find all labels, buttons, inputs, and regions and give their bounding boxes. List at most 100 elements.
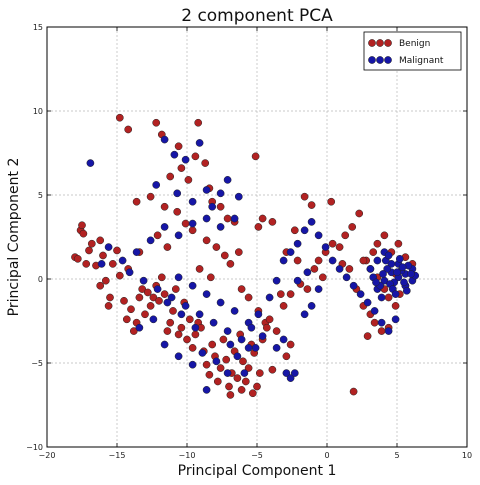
point-malignant xyxy=(377,293,386,302)
legend: Benign Malignant xyxy=(363,31,462,71)
point-malignant xyxy=(400,278,408,287)
point-malignant xyxy=(373,256,382,265)
point-benign xyxy=(132,197,141,206)
point-malignant xyxy=(160,223,169,231)
point-malignant xyxy=(118,256,127,265)
point-malignant xyxy=(202,186,211,194)
point-malignant xyxy=(300,310,309,319)
point-malignant xyxy=(307,218,316,226)
point-malignant xyxy=(391,290,400,298)
point-malignant xyxy=(328,256,337,265)
point-malignant xyxy=(139,276,148,285)
point-malignant xyxy=(174,231,183,240)
chart-title: 2 component PCA xyxy=(181,6,333,26)
point-malignant xyxy=(149,315,158,324)
point-benign xyxy=(276,290,285,298)
point-malignant xyxy=(173,189,182,198)
y-tick-label: 5 xyxy=(38,191,43,200)
point-malignant xyxy=(293,239,302,248)
point-malignant xyxy=(152,181,161,189)
point-malignant xyxy=(372,278,380,287)
point-malignant xyxy=(216,189,225,198)
point-benign xyxy=(255,369,264,377)
point-benign xyxy=(163,327,172,335)
point-benign xyxy=(106,293,114,302)
point-benign xyxy=(318,273,327,282)
point-benign xyxy=(335,243,344,251)
point-malignant xyxy=(195,139,204,147)
point-malignant xyxy=(202,386,211,394)
point-benign xyxy=(244,364,253,372)
point-malignant xyxy=(125,268,134,277)
point-malignant xyxy=(230,214,239,223)
point-benign xyxy=(166,172,175,181)
point-benign xyxy=(96,281,105,290)
x-tick-label: −10 xyxy=(179,451,196,460)
x-tick-label: 5 xyxy=(394,451,399,460)
point-malignant xyxy=(216,223,225,231)
point-malignant xyxy=(349,281,358,290)
point-malignant xyxy=(290,369,299,377)
point-malignant xyxy=(279,335,288,344)
point-benign xyxy=(149,293,158,302)
series-malignant xyxy=(86,135,420,394)
point-benign xyxy=(101,276,110,285)
point-malignant xyxy=(195,310,204,319)
point-benign xyxy=(113,246,121,255)
y-axis-label: Principal Component 2 xyxy=(6,158,22,317)
point-benign xyxy=(141,310,149,319)
point-malignant xyxy=(300,226,309,235)
y-tick-label: 15 xyxy=(33,23,43,32)
data-points xyxy=(71,113,420,399)
point-malignant xyxy=(181,302,190,310)
point-benign xyxy=(370,318,379,327)
point-benign xyxy=(194,118,203,127)
point-malignant xyxy=(188,360,197,369)
point-benign xyxy=(279,302,288,310)
point-malignant xyxy=(209,318,218,327)
point-malignant xyxy=(160,340,169,349)
point-benign xyxy=(124,125,133,134)
point-malignant xyxy=(223,176,232,184)
point-benign xyxy=(155,296,163,305)
point-malignant xyxy=(377,318,386,327)
point-benign xyxy=(303,285,312,293)
point-malignant xyxy=(258,332,267,340)
point-malignant xyxy=(135,323,144,332)
point-malignant xyxy=(391,315,400,324)
point-malignant xyxy=(286,248,295,256)
point-malignant xyxy=(251,344,260,352)
point-benign xyxy=(328,239,337,248)
legend-label-benign: Benign xyxy=(399,39,430,49)
point-benign xyxy=(239,357,247,366)
point-benign xyxy=(138,285,147,293)
y-tick-label: −10 xyxy=(26,443,43,452)
point-malignant xyxy=(402,286,411,295)
point-malignant xyxy=(216,298,225,307)
point-benign xyxy=(87,239,96,248)
point-benign xyxy=(213,377,222,386)
point-benign xyxy=(394,239,403,248)
point-malignant xyxy=(247,323,256,332)
point-benign xyxy=(234,248,243,256)
point-benign xyxy=(208,340,217,349)
point-malignant xyxy=(177,310,186,319)
point-malignant xyxy=(254,310,263,319)
point-benign xyxy=(327,197,336,206)
point-benign xyxy=(348,223,357,231)
point-benign xyxy=(373,239,382,248)
x-tick-label: −5 xyxy=(251,451,263,460)
point-benign xyxy=(79,229,88,238)
point-benign xyxy=(359,256,368,265)
point-benign xyxy=(157,273,166,282)
point-malignant xyxy=(160,135,169,144)
point-benign xyxy=(226,260,235,268)
point-benign xyxy=(391,302,400,310)
series-benign xyxy=(71,113,417,399)
point-benign xyxy=(78,221,86,230)
point-benign xyxy=(146,302,155,310)
x-tick-label: −20 xyxy=(39,451,56,460)
point-benign xyxy=(85,246,93,255)
point-benign xyxy=(129,327,138,335)
point-benign xyxy=(146,192,155,201)
